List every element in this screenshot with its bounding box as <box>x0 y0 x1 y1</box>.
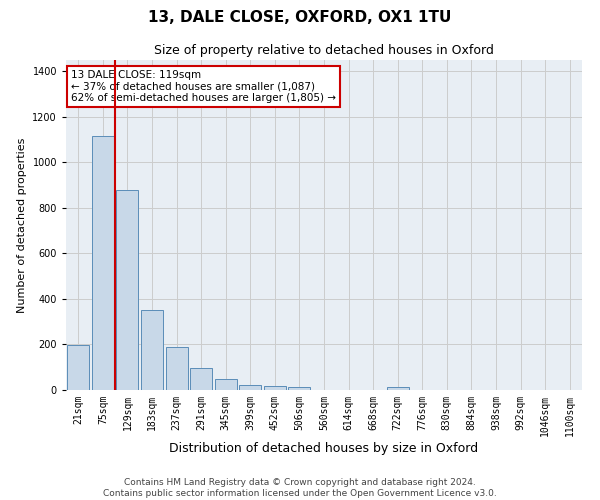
Bar <box>116 190 139 390</box>
Title: Size of property relative to detached houses in Oxford: Size of property relative to detached ho… <box>154 44 494 58</box>
Text: Contains HM Land Registry data © Crown copyright and database right 2024.
Contai: Contains HM Land Registry data © Crown c… <box>103 478 497 498</box>
Bar <box>166 347 188 390</box>
Bar <box>289 386 310 390</box>
Text: 13 DALE CLOSE: 119sqm
← 37% of detached houses are smaller (1,087)
62% of semi-d: 13 DALE CLOSE: 119sqm ← 37% of detached … <box>71 70 336 103</box>
Bar <box>239 385 262 390</box>
Bar <box>92 136 114 390</box>
Bar <box>141 310 163 390</box>
Y-axis label: Number of detached properties: Number of detached properties <box>17 138 27 312</box>
Bar <box>190 368 212 390</box>
X-axis label: Distribution of detached houses by size in Oxford: Distribution of detached houses by size … <box>169 442 479 454</box>
Text: 13, DALE CLOSE, OXFORD, OX1 1TU: 13, DALE CLOSE, OXFORD, OX1 1TU <box>148 10 452 25</box>
Bar <box>386 386 409 390</box>
Bar <box>264 386 286 390</box>
Bar <box>67 345 89 390</box>
Bar <box>215 378 237 390</box>
